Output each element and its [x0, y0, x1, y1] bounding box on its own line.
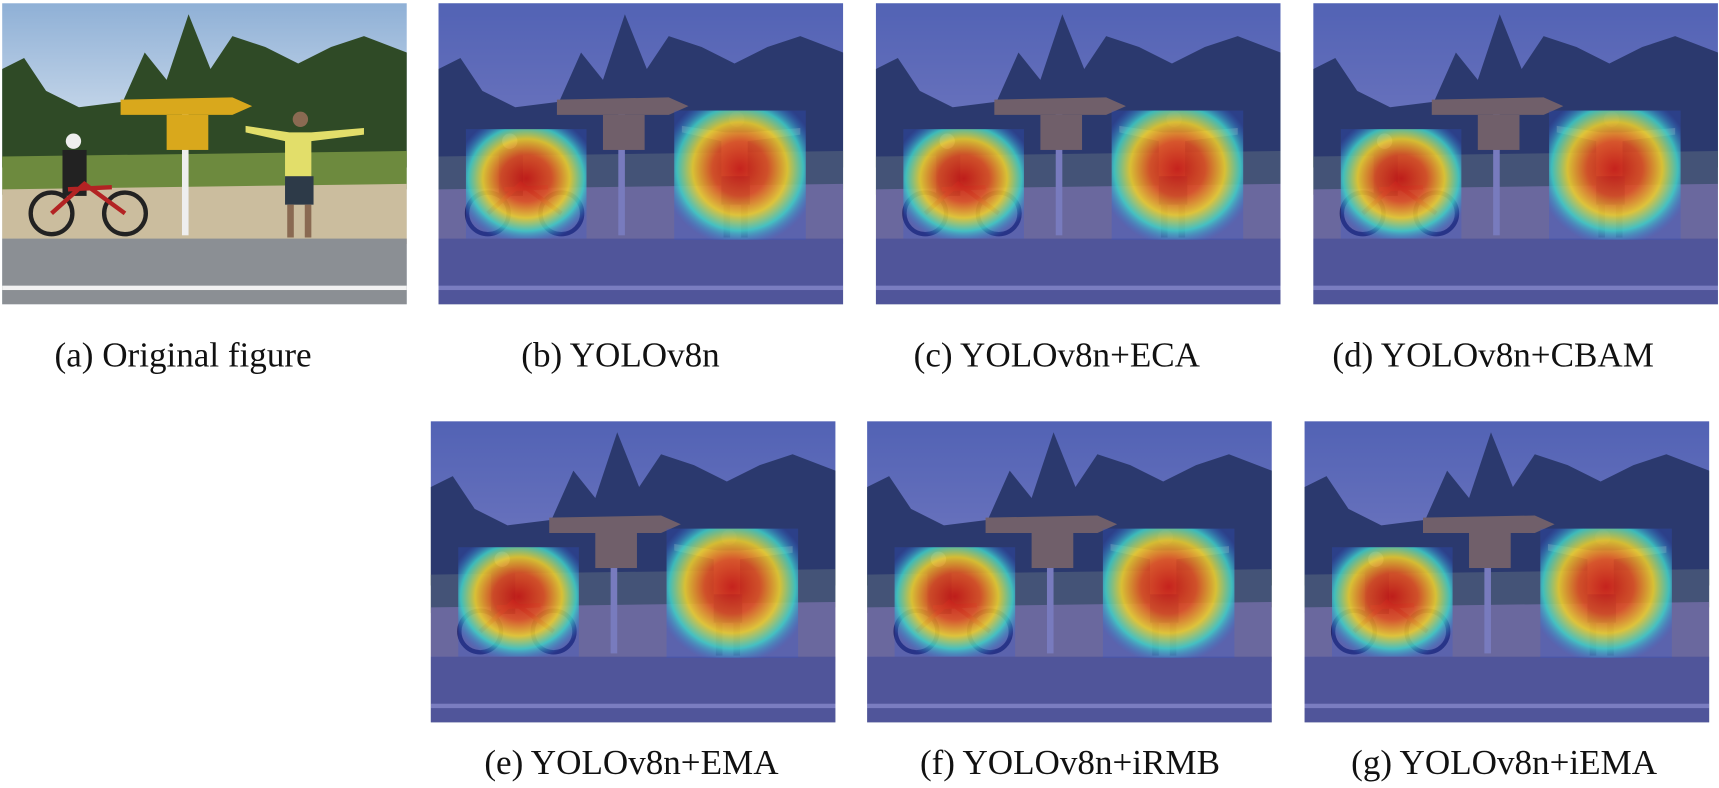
caption: (e) YOLOv8n+EMA: [484, 743, 779, 782]
original-image: [2, 3, 407, 304]
heatmap-image: [431, 421, 836, 722]
heatmap-image: [1313, 3, 1718, 304]
heatmap-image: [1305, 421, 1710, 722]
caption: (d) YOLOv8n+CBAM: [1332, 336, 1654, 375]
caption: (c) YOLOv8n+ECA: [914, 336, 1201, 375]
heatmap-image: [439, 3, 844, 304]
caption: (a) Original figure: [55, 336, 312, 375]
heatmap-image: [867, 421, 1272, 722]
caption: (g) YOLOv8n+iEMA: [1351, 743, 1658, 782]
caption: (b) YOLOv8n: [521, 336, 719, 375]
caption: (f) YOLOv8n+iRMB: [920, 743, 1220, 782]
heatmap-image: [876, 3, 1281, 304]
